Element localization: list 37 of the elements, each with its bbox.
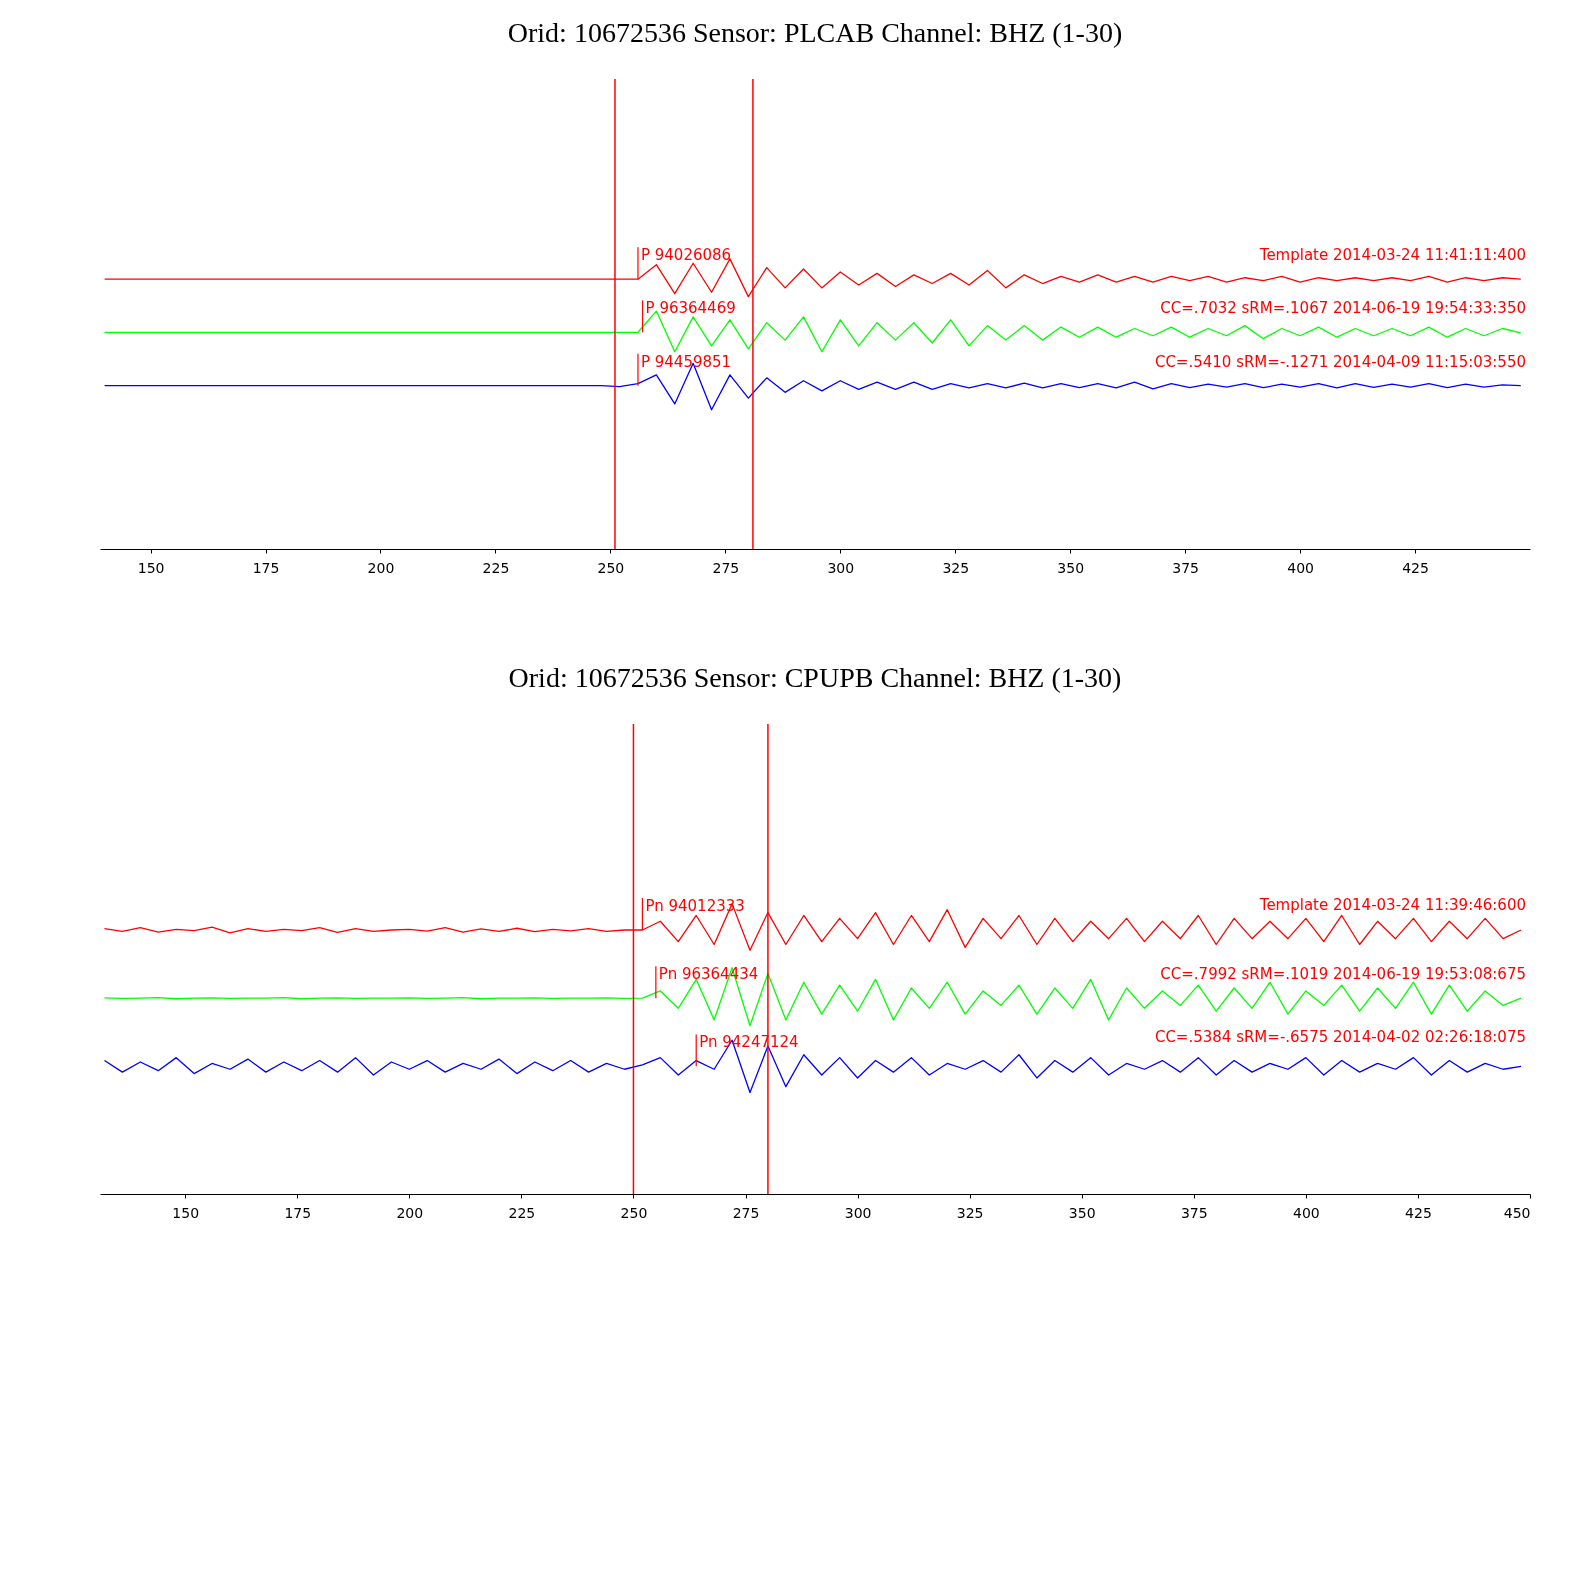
x-tick-label: 225 — [508, 1204, 536, 1221]
x-tick-label: 250 — [620, 1204, 648, 1221]
annotation: CC=.7032 sRM=.1067 2014-06-19 19:54:33:350 — [1160, 299, 1526, 318]
x-tick-label: 450 — [1503, 1204, 1531, 1221]
annotation: CC=.7992 sRM=.1019 2014-06-19 19:53:08:675 — [1160, 964, 1526, 983]
x-tick-label: 400 — [1287, 559, 1314, 576]
x-tick-label: 275 — [732, 1204, 760, 1221]
x-tick-label: 275 — [712, 559, 740, 576]
chart-title: Orid: 10672536 Sensor: CPUPB Channel: BHZ (1-30) — [508, 662, 1122, 694]
annotation: Template 2014-03-24 11:41:11:400 — [1258, 246, 1526, 265]
x-tick-label: 325 — [942, 559, 970, 576]
x-tick-label: 300 — [827, 559, 855, 576]
annotation: CC=.5410 sRM=-.1271 2014-04-09 11:15:03:550 — [1154, 352, 1526, 371]
annotation: P 94026086 — [640, 246, 732, 265]
x-tick-label: 350 — [1068, 1204, 1096, 1221]
x-tick-label: 225 — [482, 559, 510, 576]
x-tick-label: 200 — [367, 559, 395, 576]
x-tick-label: 250 — [597, 559, 625, 576]
x-tick-label: 375 — [1180, 1204, 1208, 1221]
annotation: CC=.5384 sRM=-.6575 2014-04-02 02:26:18:075 — [1154, 1027, 1526, 1046]
x-tick-label: 175 — [252, 559, 280, 576]
annotation: Pn 94012333 — [645, 897, 745, 916]
x-tick-label: 200 — [396, 1204, 424, 1221]
x-tick-label: 375 — [1172, 559, 1200, 576]
x-tick-label: 425 — [1402, 559, 1429, 576]
x-tick-label: 350 — [1057, 559, 1085, 576]
annotation: P 96364469 — [645, 299, 736, 318]
x-tick-label: 150 — [172, 1204, 200, 1221]
x-tick-label: 325 — [956, 1204, 984, 1221]
x-tick-label: 150 — [137, 559, 165, 576]
x-tick-label: 175 — [284, 1204, 312, 1221]
annotation: Template 2014-03-24 11:39:46:600 — [1258, 895, 1526, 914]
annotation: P 94459851 — [640, 352, 732, 371]
x-tick-label: 400 — [1292, 1204, 1320, 1221]
x-tick-label: 425 — [1405, 1204, 1432, 1221]
x-tick-label: 300 — [844, 1204, 872, 1221]
chart-title: Orid: 10672536 Sensor: PLCAB Channel: BHZ (1-30) — [507, 17, 1123, 49]
